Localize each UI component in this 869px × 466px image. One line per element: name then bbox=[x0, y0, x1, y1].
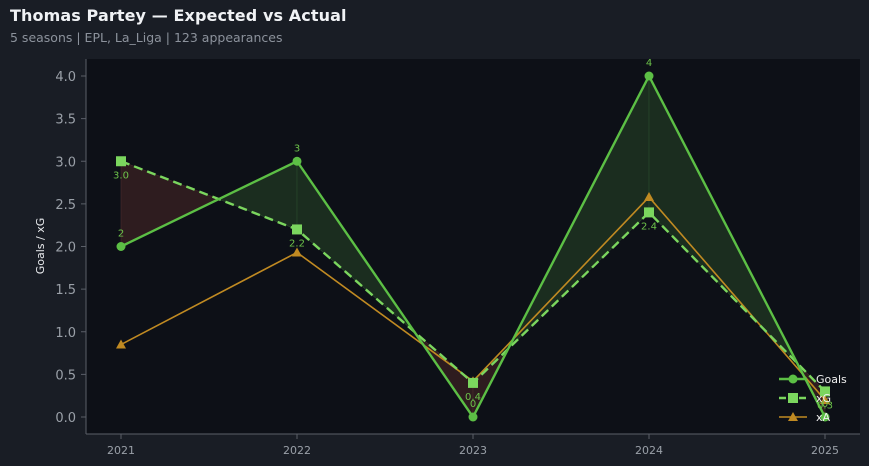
y-axis-label: Goals / xG bbox=[34, 218, 47, 275]
xg-value-label: 3.0 bbox=[113, 170, 129, 181]
xa-marker bbox=[116, 339, 126, 349]
legend-label: Goals bbox=[816, 373, 847, 386]
xg-value-label: 2.2 bbox=[289, 238, 305, 249]
x-tick-label: 2022 bbox=[283, 444, 311, 457]
xg-marker bbox=[292, 224, 302, 235]
y-tick-label: 2.5 bbox=[55, 198, 76, 213]
legend-xg-icon bbox=[788, 393, 798, 403]
goals-value-label: 4 bbox=[646, 58, 652, 69]
legend: Goals xG xA bbox=[779, 373, 847, 424]
x-ticks: 2021 2022 2023 2024 2025 bbox=[107, 434, 839, 457]
goals-marker bbox=[468, 412, 478, 422]
xg-marker bbox=[820, 386, 830, 397]
xg-marker bbox=[468, 377, 478, 388]
legend-label: xA bbox=[816, 411, 831, 424]
series-xg bbox=[116, 156, 830, 397]
chart-subtitle: 5 seasons | EPL, La_Liga | 123 appearanc… bbox=[10, 30, 283, 45]
xg-marker bbox=[644, 207, 654, 218]
y-tick-label: 1.5 bbox=[55, 283, 76, 298]
goals-value-label: 0 bbox=[470, 399, 476, 410]
goals-marker bbox=[116, 242, 126, 251]
goals-value-label: 3 bbox=[294, 143, 300, 154]
data-labels: 2 3 0 4 0 3.0 2.2 0.4 2.4 0.3 bbox=[113, 58, 833, 411]
xg-value-label: 0.3 bbox=[817, 400, 833, 411]
goals-value-label: 0 bbox=[822, 399, 828, 410]
xa-marker bbox=[292, 247, 302, 257]
y-ticks: 0.0 0.5 1.0 1.5 2.0 2.5 3.0 3.5 4.0 bbox=[55, 70, 86, 426]
x-tick-label: 2024 bbox=[635, 444, 663, 457]
y-tick-label: 0.5 bbox=[55, 368, 76, 383]
x-tick-label: 2025 bbox=[811, 444, 839, 457]
legend-xa-icon bbox=[788, 412, 798, 421]
y-tick-label: 3.5 bbox=[55, 113, 76, 128]
goals-value-label: 2 bbox=[118, 229, 124, 240]
chart-title: Thomas Partey — Expected vs Actual bbox=[10, 6, 347, 25]
legend-label: xG bbox=[816, 392, 831, 405]
y-tick-label: 4.0 bbox=[55, 70, 76, 85]
xg-value-label: 2.4 bbox=[641, 221, 657, 232]
xa-marker bbox=[644, 192, 654, 202]
goals-marker bbox=[644, 71, 654, 81]
x-tick-label: 2023 bbox=[459, 444, 487, 457]
y-tick-label: 1.0 bbox=[55, 326, 76, 341]
xg-value-label: 0.4 bbox=[465, 392, 481, 403]
goals-marker bbox=[820, 412, 830, 422]
y-tick-label: 2.0 bbox=[55, 241, 76, 256]
y-tick-label: 0.0 bbox=[55, 411, 76, 426]
legend-goals-icon bbox=[788, 374, 798, 384]
xg-marker bbox=[116, 156, 126, 167]
goals-marker bbox=[292, 156, 302, 166]
x-tick-label: 2021 bbox=[107, 444, 135, 457]
xa-marker bbox=[820, 394, 830, 404]
series-goals bbox=[116, 71, 830, 422]
y-tick-label: 3.0 bbox=[55, 155, 76, 170]
